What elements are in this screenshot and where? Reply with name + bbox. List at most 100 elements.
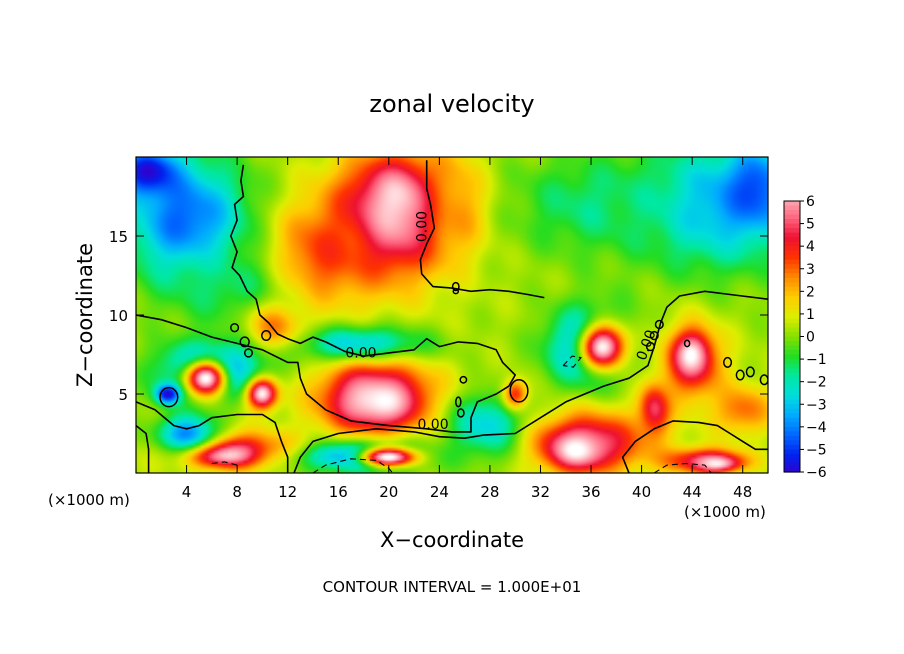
contour-loop — [759, 374, 768, 386]
colorbar-swatch — [784, 435, 800, 441]
colorbar-swatch — [784, 386, 800, 392]
colorbar-swatch — [784, 440, 800, 446]
colorbar-swatch — [784, 408, 800, 414]
colorbar-tick-label: 2 — [806, 284, 815, 300]
colorbar-tick-label: −5 — [806, 442, 827, 458]
x-tick-label: 24 — [430, 483, 449, 501]
colorbar-swatch — [784, 422, 800, 428]
contour-loop — [735, 369, 745, 381]
contour-loop — [239, 336, 250, 348]
contour-loop — [455, 396, 462, 408]
colorbar-tick-label: 3 — [806, 262, 815, 278]
contour-loop — [654, 319, 664, 330]
colorbar-swatch — [784, 214, 800, 220]
contour-line — [621, 420, 768, 473]
colorbar-swatch — [784, 426, 800, 432]
colorbar-tick-label: −1 — [806, 352, 827, 368]
colorbar-swatch — [784, 404, 800, 410]
contour-loop — [243, 348, 254, 358]
colorbar-swatch — [784, 449, 800, 455]
colorbar-swatch — [784, 345, 800, 351]
colorbar-swatch — [784, 255, 800, 261]
contour-line — [136, 164, 516, 433]
x-axis: 4 8 12 16 20 24 28 32 36 40 44 48 — [182, 157, 752, 501]
y-tick-label: 10 — [109, 307, 128, 325]
contour-line — [419, 160, 545, 299]
colorbar-swatch — [784, 336, 800, 342]
colorbar-swatch — [784, 363, 800, 369]
colorbar-swatch — [784, 417, 800, 423]
y-axis: 5 10 15 — [109, 228, 768, 404]
colorbar-swatch — [784, 241, 800, 247]
colorbar-swatch — [784, 228, 800, 234]
contour-loop — [230, 322, 240, 333]
colorbar-swatch — [784, 444, 800, 451]
colorbar: 6 5 4 3 2 1 0 −1 −2 −3 −4 −5 −6 — [783, 194, 827, 481]
colorbar-swatch — [784, 291, 800, 297]
colorbar-tick-label: 1 — [806, 307, 815, 323]
y-tick-label: 5 — [118, 386, 128, 404]
colorbar-swatch — [784, 318, 800, 324]
plot-area: 0.000.000.000.00 — [136, 157, 768, 473]
x-tick-label: 12 — [278, 483, 297, 501]
colorbar-tick-label: −6 — [806, 465, 827, 481]
contour-loop — [649, 330, 659, 341]
x-tick-label: 36 — [581, 483, 600, 501]
contour-line — [136, 401, 289, 473]
colorbar-swatch — [784, 232, 800, 238]
x-tick-label: 44 — [683, 483, 702, 501]
x-unit-note-left: (×1000 m) — [48, 491, 130, 509]
contour-loop — [159, 386, 179, 408]
contour-layer: 0.000.000.000.00 — [136, 160, 768, 473]
contour-loop — [456, 408, 465, 418]
colorbar-swatch — [784, 350, 800, 356]
colorbar-swatch — [784, 277, 800, 283]
colorbar-swatch — [784, 327, 800, 333]
colorbar-swatch — [784, 399, 800, 405]
contour-interval-footer: CONTOUR INTERVAL = 1.000E+01 — [323, 578, 582, 596]
colorbar-swatch — [784, 259, 800, 265]
colorbar-swatch — [784, 201, 800, 207]
colorbar-tick-label: −2 — [806, 375, 827, 391]
x-tick-label: 28 — [480, 483, 499, 501]
contour-loop — [645, 341, 655, 352]
colorbar-swatch — [784, 295, 800, 301]
colorbar-swatch — [784, 377, 800, 383]
colorbar-swatch — [784, 286, 800, 292]
contour-label: 0.00 — [417, 417, 448, 433]
contour-loop — [451, 281, 460, 292]
colorbar-swatch — [784, 462, 800, 469]
colorbar-swatch — [784, 264, 800, 270]
colorbar-swatch — [784, 467, 800, 473]
x-tick-label: 16 — [329, 483, 348, 501]
contour-loop — [459, 375, 468, 384]
colorbar-swatch — [784, 413, 800, 419]
contour-line-negative — [562, 355, 582, 368]
colorbar-swatch — [784, 395, 800, 401]
colorbar-tick-label: 4 — [806, 239, 815, 255]
colorbar-swatch — [784, 368, 800, 374]
contour-line — [293, 290, 768, 473]
colorbar-swatch — [784, 304, 800, 310]
colorbar-swatch — [784, 390, 800, 396]
contour-loop — [683, 339, 691, 348]
colorbar-tick-label: 0 — [806, 330, 815, 346]
x-tick-label: 8 — [232, 483, 242, 501]
colorbar-swatch — [784, 219, 800, 225]
colorbar-swatch — [784, 458, 800, 464]
contour-label: 0.00 — [345, 346, 376, 362]
colorbar-swatch — [784, 246, 800, 252]
colorbar-tick-label: −4 — [806, 420, 827, 436]
colorbar-swatch — [784, 205, 800, 211]
colorbar-swatch — [784, 313, 800, 320]
contour-loop — [509, 379, 529, 403]
heatmap-field — [136, 157, 768, 473]
contour-label: 0.00 — [415, 211, 431, 242]
colorbar-swatch — [784, 223, 800, 229]
contour-loop — [745, 366, 755, 378]
contour-line-negative — [653, 462, 712, 473]
colorbar-tick-label: 5 — [806, 217, 815, 233]
colorbar-swatch — [784, 331, 800, 338]
contour-line-negative — [312, 458, 394, 473]
